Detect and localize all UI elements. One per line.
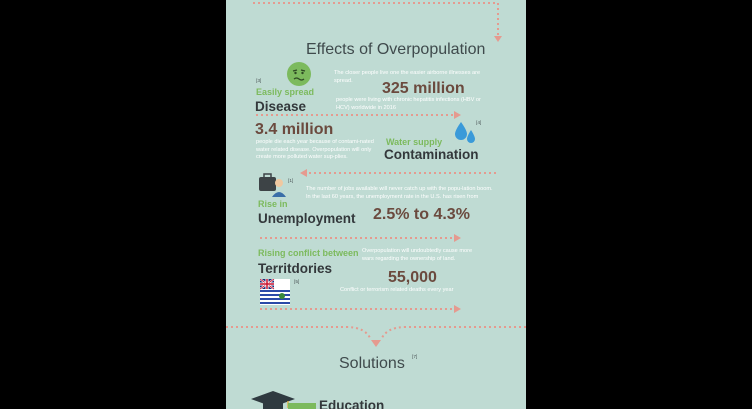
disease-title: Disease [255,99,307,114]
unemployment-stat: 2.5% to 4.3% [373,206,470,223]
territories-desc: Overpopulation will undoubtedly cause mo… [362,248,473,262]
unemployment-label: Rise in [258,199,288,209]
unemployment-ref: [1] [288,179,294,184]
section-title-effects: Effects of Overpopulation [306,41,486,58]
section-title-solutions: Solutions [339,355,405,372]
education-title: Education [319,398,385,409]
water-drops-icon [454,120,478,146]
unemployment-title: Unemployment [258,211,356,226]
flag-icon [260,279,290,305]
disease-stat-desc: people were living with chronic hepatiti… [336,97,481,111]
disease-label: Easily spread [256,87,315,97]
education-label-bar [288,403,316,409]
infographic-panel: Effects of Overpopulation [3] Easily spr… [226,0,526,409]
water-label: Water supply [386,137,443,147]
water-stat-desc: people die each year because of contami-… [256,139,374,160]
water-ref: [4] [476,121,482,126]
sick-face-icon [286,61,312,87]
territories-ref: [5] [294,280,300,285]
water-title: Contamination [384,147,479,162]
disease-ref: [3] [256,79,262,84]
unemployment-desc: The number of jobs available will never … [306,186,493,200]
briefcase-person-icon [258,171,286,197]
disease-desc: The closer people live one the easier ai… [334,70,481,84]
territories-title: Territdories [258,261,333,276]
territories-stat-desc: Conflict or terrorism related deaths eve… [340,287,454,293]
disease-stat: 325 million [382,80,465,97]
territories-stat: 55,000 [388,269,437,286]
water-stat: 3.4 million [255,121,334,138]
dotted-arrows [226,2,526,347]
solutions-ref: [7] [412,355,418,360]
territories-label: Rising conflict between [258,248,359,258]
